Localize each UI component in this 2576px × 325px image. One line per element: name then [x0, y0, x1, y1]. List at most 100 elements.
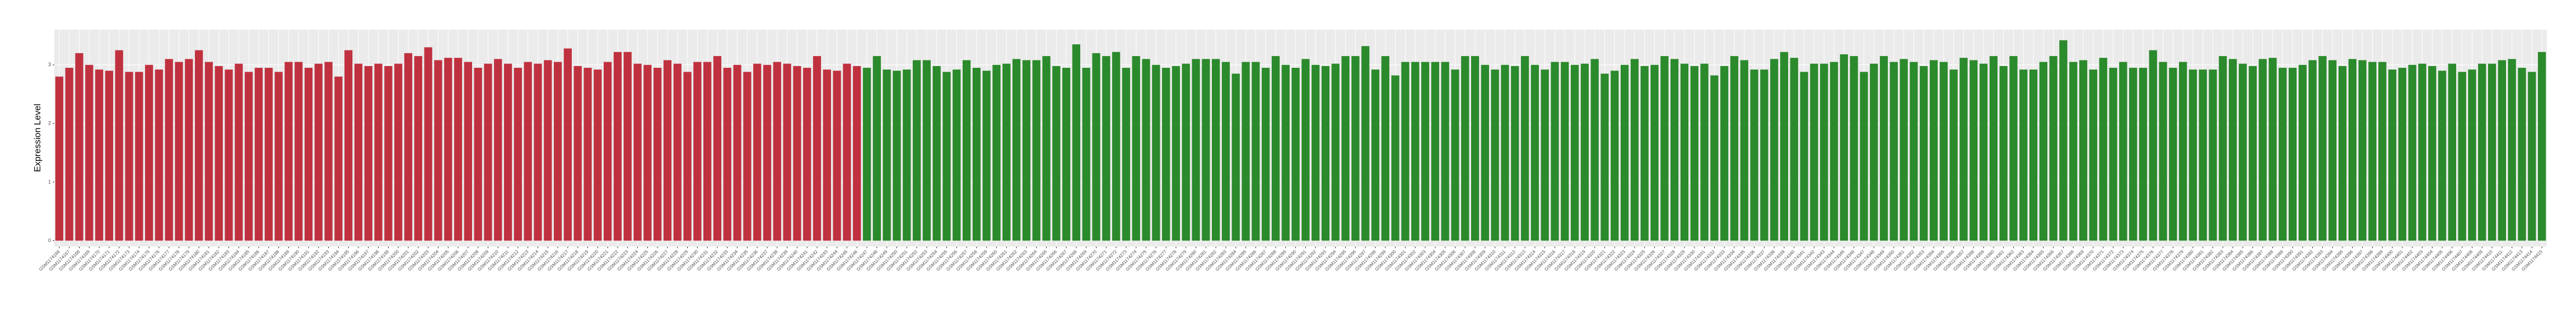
bar [942, 72, 951, 241]
bar [1999, 66, 2008, 241]
bar [1740, 60, 1748, 241]
bar [1920, 66, 1928, 241]
bar [663, 60, 672, 241]
bar [2418, 63, 2426, 241]
bar [503, 63, 512, 241]
bar [654, 67, 662, 241]
bar [424, 47, 432, 241]
bar [573, 66, 582, 241]
bar [354, 63, 363, 241]
bar [75, 53, 83, 241]
bar [753, 63, 762, 241]
bar [1800, 72, 1808, 241]
bar [813, 56, 822, 241]
bar [1949, 69, 1958, 241]
bar [903, 69, 911, 241]
bar [2248, 66, 2257, 241]
bar [2279, 67, 2287, 241]
bar [474, 67, 482, 241]
bar [2238, 63, 2247, 241]
bar [2448, 63, 2456, 241]
bar [1371, 69, 1380, 241]
bar [584, 67, 592, 241]
bar [1959, 58, 1968, 241]
bar [1850, 56, 1858, 241]
bar [2159, 62, 2167, 241]
bar [1889, 62, 1898, 241]
bar [1102, 56, 1110, 241]
y-tick-label: 2 [48, 120, 51, 126]
bar [254, 67, 263, 241]
bar [1401, 62, 1410, 241]
bar [932, 66, 941, 241]
bar [304, 67, 313, 241]
bar [2338, 66, 2347, 241]
bar [1072, 44, 1081, 241]
bar [733, 64, 741, 241]
bar [1600, 73, 1609, 241]
bar [563, 48, 572, 241]
bar [544, 60, 552, 241]
bar [2528, 72, 2536, 241]
bar [1012, 59, 1021, 241]
bar [2089, 69, 2098, 241]
bar [594, 69, 602, 241]
bar [604, 62, 612, 241]
bar [2169, 67, 2177, 241]
bar [145, 64, 153, 241]
bar [1730, 56, 1739, 241]
bar [274, 72, 283, 241]
bar [1929, 60, 1938, 241]
bar [1431, 62, 1439, 241]
bar [922, 60, 931, 241]
bar [1052, 66, 1061, 241]
bar [853, 66, 861, 241]
y-tick-label: 3 [48, 62, 51, 67]
bar [1451, 69, 1459, 241]
bar [2298, 64, 2307, 241]
bar [1840, 54, 1848, 241]
bar [683, 72, 692, 241]
bar [1471, 56, 1480, 241]
bar [1511, 66, 1519, 241]
bar [1640, 66, 1649, 241]
bar [2368, 62, 2377, 241]
bar [693, 62, 702, 241]
bar [1062, 67, 1071, 241]
bar [125, 72, 133, 241]
bar [1989, 56, 1998, 241]
bar [105, 71, 114, 241]
bar [1411, 62, 1420, 241]
bar [883, 69, 891, 241]
bar [2537, 52, 2546, 241]
bar [1032, 60, 1040, 241]
bar [204, 62, 213, 241]
bar [1879, 56, 1888, 241]
bar [1910, 62, 1918, 241]
bar [2498, 60, 2507, 241]
bar [2408, 64, 2416, 241]
bar [553, 62, 562, 241]
bar [1421, 62, 1430, 241]
bar [783, 63, 791, 241]
bar [1590, 59, 1599, 241]
y-tick-label: 1 [48, 179, 51, 184]
bar [2029, 69, 2038, 241]
bar [1621, 64, 1629, 241]
bar [2358, 60, 2367, 241]
bar [1870, 63, 1878, 241]
bar [384, 66, 393, 241]
bar [175, 62, 183, 241]
bar [982, 71, 991, 241]
bar [1182, 63, 1190, 241]
bar [1242, 62, 1250, 241]
bar [55, 76, 64, 241]
bar [95, 69, 104, 241]
bar [1770, 59, 1779, 241]
bar [1231, 73, 1240, 241]
bar [2119, 62, 2127, 241]
bar [1650, 64, 1659, 241]
bar [2508, 59, 2516, 241]
bar [1092, 53, 1100, 241]
bar [2458, 72, 2466, 241]
